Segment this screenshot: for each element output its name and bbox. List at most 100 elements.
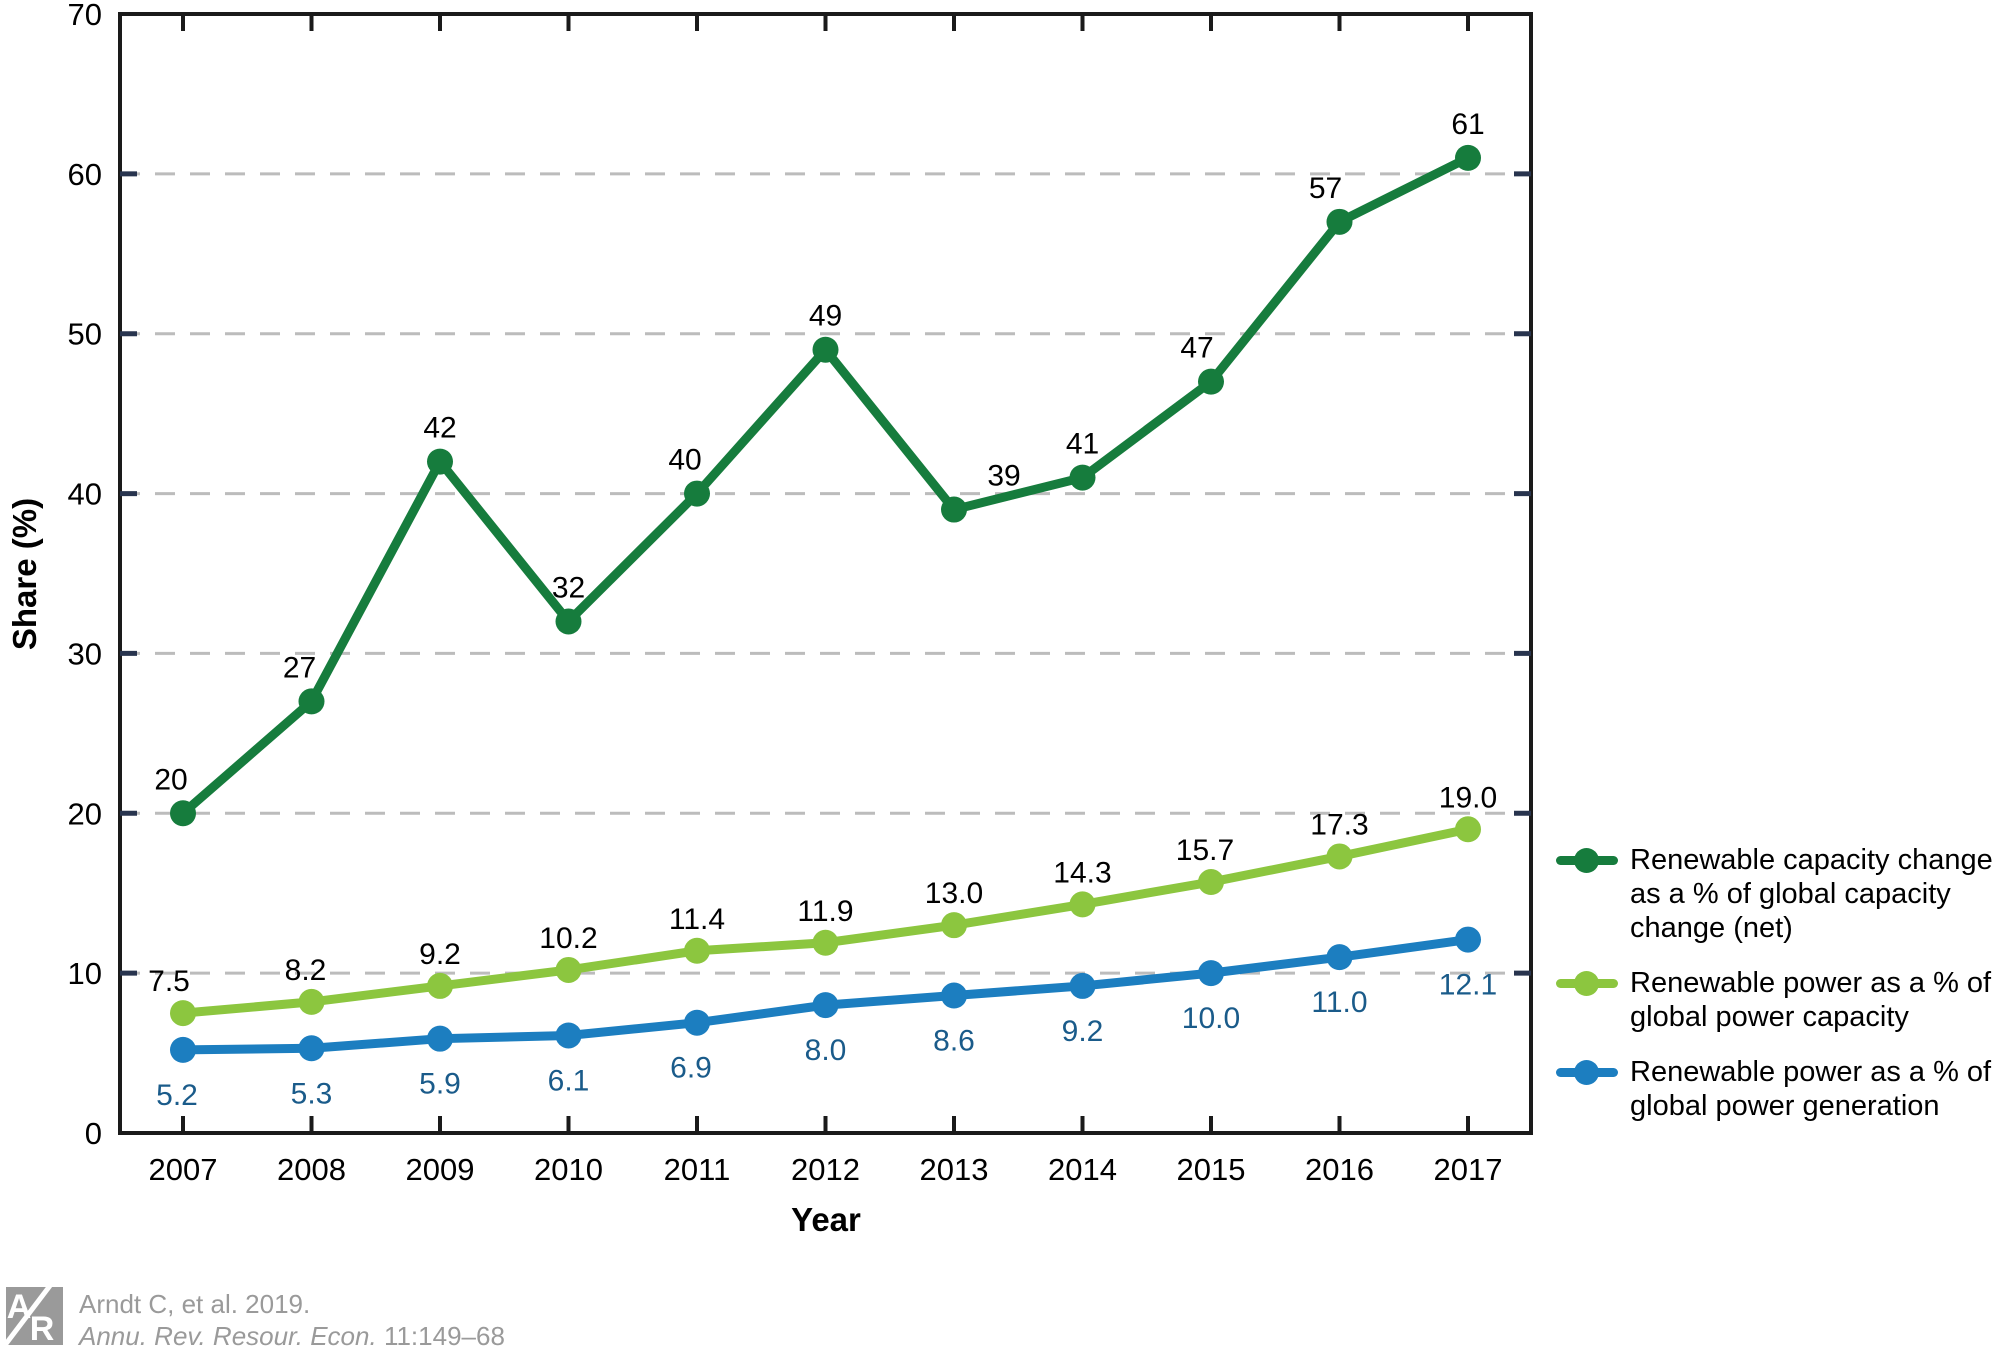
legend-marker-line-icon (1556, 848, 1618, 873)
data-point-label: 32 (552, 571, 585, 604)
x-tick-label: 2012 (791, 1152, 860, 1187)
series-line-0 (178, 153, 1473, 818)
data-point (1198, 368, 1224, 395)
data-point (812, 992, 839, 1019)
data-point (298, 988, 325, 1015)
data-point (427, 1025, 453, 1052)
data-point-label: 9.2 (1062, 1015, 1104, 1048)
data-point (1455, 926, 1481, 953)
legend-line: change (net) (1630, 912, 1793, 944)
data-point-label: 14.3 (1053, 856, 1111, 889)
data-point-label: 40 (668, 444, 701, 477)
data-point-label: 11.4 (669, 903, 725, 936)
data-point-label: 19.0 (1439, 781, 1497, 814)
source-citation: A R Arndt C, et al. 2019. Annu. Rev. Res… (6, 1287, 505, 1348)
data-point (1326, 843, 1353, 870)
data-point (555, 1022, 582, 1049)
data-point-label: 15.7 (1176, 834, 1234, 867)
data-point-label: 6.1 (548, 1064, 590, 1097)
data-point-label: 5.3 (291, 1077, 333, 1110)
data-point (555, 956, 582, 983)
data-point-label: 7.5 (148, 965, 190, 998)
x-axis-title: Year (791, 1201, 861, 1238)
data-point (812, 336, 839, 363)
data-point (427, 972, 453, 999)
data-point (170, 800, 196, 827)
data-point (298, 688, 325, 715)
data-point-label: 8.6 (933, 1025, 975, 1058)
data-point (1455, 816, 1481, 843)
legend-line: global power generation (1630, 1090, 1940, 1122)
data-point (427, 448, 453, 475)
data-point (170, 1036, 196, 1063)
data-point-label: 39 (987, 460, 1020, 493)
data-point-label: 57 (1309, 172, 1342, 205)
citation-line-2: Annu. Rev. Resour. Econ. 11:149–68 (79, 1321, 505, 1348)
citation-text: Arndt C, et al. 2019. Annu. Rev. Resour.… (79, 1287, 505, 1348)
annual-reviews-logo-icon: A R (6, 1287, 63, 1345)
legend-line: Renewable capacity change (1630, 844, 1993, 876)
data-point-label: 13.0 (925, 877, 983, 910)
x-tick-label: 2008 (277, 1152, 346, 1187)
data-point (1069, 972, 1096, 999)
data-point (941, 912, 967, 939)
data-point-label: 27 (283, 651, 316, 684)
data-point (941, 982, 967, 1009)
x-tick-label: 2015 (1177, 1152, 1246, 1187)
y-tick-label: 30 (68, 636, 102, 671)
data-point-label: 5.2 (156, 1079, 198, 1112)
data-point (684, 937, 710, 964)
data-point-label: 10.2 (539, 922, 597, 955)
y-tick-label: 20 (68, 796, 102, 831)
data-point-label: 49 (809, 300, 842, 333)
data-point-label: 12.1 (1439, 969, 1497, 1002)
y-tick-label: 40 (68, 477, 102, 512)
data-point-label: 11.9 (797, 895, 853, 928)
legend-label: Renewable capacity change as a % of glob… (1630, 843, 1993, 945)
citation-line-1: Arndt C, et al. 2019. (79, 1289, 311, 1319)
tick-labels: 0 10 20 30 40 50 60 70 2007 2008 2009 2010 2011 2012 2… (68, 0, 1503, 1187)
legend-label: Renewable power as a % of global power g… (1630, 1055, 1991, 1123)
data-point (1198, 960, 1224, 987)
legend-item-capacity-change: Renewable capacity change as a % of glob… (1556, 843, 1996, 945)
x-tick-label: 2009 (406, 1152, 475, 1187)
series-lines (170, 144, 1481, 1063)
data-point (812, 929, 839, 956)
legend-marker-line-icon (1556, 1060, 1618, 1085)
legend-marker-dot-icon (1574, 1060, 1599, 1085)
x-tick-label: 2017 (1434, 1152, 1503, 1187)
x-tick-label: 2013 (920, 1152, 989, 1187)
data-point-label: 10.0 (1182, 1002, 1240, 1035)
data-point-label: 41 (1066, 428, 1099, 461)
data-point (684, 480, 710, 507)
legend-marker-dot-icon (1574, 971, 1599, 996)
data-point-label: 5.9 (419, 1068, 461, 1101)
data-point (170, 1000, 196, 1027)
legend-line: as a % of global capacity (1630, 878, 1951, 910)
x-tick-label: 2014 (1048, 1152, 1117, 1187)
x-tick-label: 2010 (534, 1152, 603, 1187)
gridlines (120, 172, 1531, 975)
y-tick-label: 70 (68, 0, 102, 32)
data-point-label: 11.0 (1311, 986, 1367, 1019)
legend-line: Renewable power as a % of (1630, 967, 1992, 999)
y-tick-label: 0 (85, 1116, 102, 1151)
svg-text:R: R (30, 1310, 55, 1345)
legend-label: Renewable power as a % of global power c… (1630, 966, 1991, 1034)
data-point (1326, 208, 1353, 235)
legend-marker-line-icon (1556, 971, 1618, 996)
data-point-label: 47 (1180, 332, 1213, 365)
data-point-label: 9.2 (419, 938, 461, 971)
data-point-label: 42 (423, 412, 456, 445)
legend-item-power-generation: Renewable power as a % of global power g… (1556, 1055, 1996, 1123)
legend-marker-dot-icon (1574, 848, 1599, 873)
data-point (1198, 869, 1224, 896)
data-point (1069, 891, 1096, 918)
x-tick-label: 2011 (664, 1152, 731, 1187)
x-tick-label: 2016 (1305, 1152, 1374, 1187)
data-point (1455, 144, 1481, 171)
legend-item-power-capacity: Renewable power as a % of global power c… (1556, 966, 1996, 1034)
legend-line: Renewable power as a % of (1630, 1056, 1992, 1088)
